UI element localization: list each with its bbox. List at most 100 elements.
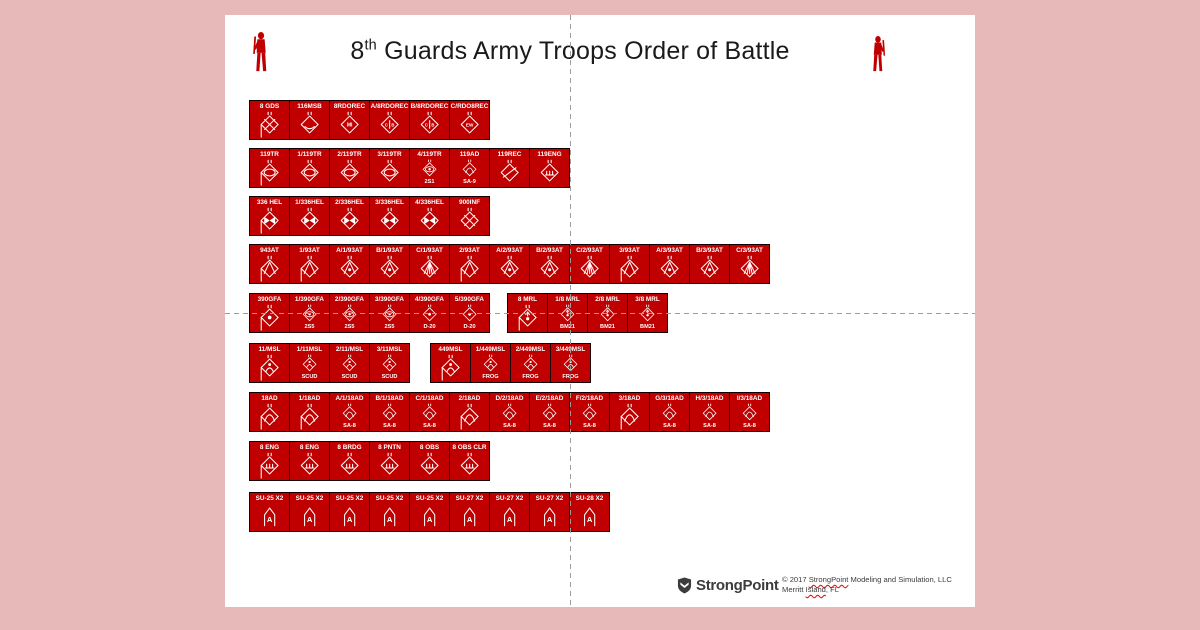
unit-counter: 116MSB — [289, 100, 330, 140]
unit-subtype-label: SA-8 — [383, 423, 396, 429]
unit-counter: 8 OBS CLR — [449, 441, 490, 481]
unit-symbol: MI — [330, 111, 369, 140]
unit-label: A/2/93AT — [496, 246, 523, 254]
unit-label: C/1/93AT — [416, 246, 443, 254]
unit-symbol: A — [370, 503, 409, 532]
copyright-text: © 2017 StrongPoint Modeling and Simulati… — [782, 575, 972, 595]
unit-subtype-label: 2S5 — [304, 324, 315, 330]
unit-label: C/3/93AT — [736, 246, 763, 254]
unit-symbol — [330, 403, 369, 424]
horizontal-guide-line — [225, 313, 975, 314]
unit-counter: 3/93AT — [609, 244, 650, 284]
helicopter-symbol-icon — [420, 207, 439, 230]
unit-label: 336 HEL — [256, 198, 283, 206]
unit-label: 3/93AT — [619, 246, 640, 254]
unit-label: 18AD — [261, 394, 278, 402]
unit-counter: 8 GDS — [249, 100, 290, 140]
unit-label: 1/390GFA — [294, 295, 325, 303]
svg-text:A: A — [307, 515, 313, 524]
unit-counter: A/1/18AD SA-8 — [329, 392, 370, 432]
unit-symbol — [570, 403, 609, 424]
rocket-artillery-symbol-icon — [600, 304, 615, 321]
unit-label: 8 MRL — [517, 295, 538, 303]
unit-label: 2/449MSL — [515, 345, 546, 353]
unit-counter: 3/18AD — [609, 392, 650, 432]
missile-symbol-icon — [483, 354, 498, 371]
unit-label: 8 BRDG — [337, 443, 362, 451]
unit-counter: 900INF — [449, 196, 490, 236]
unit-counter: 8 ENG — [249, 441, 290, 481]
unit-counter: 2/449MSL FROG — [510, 343, 551, 383]
rocket-artillery-symbol-icon — [560, 304, 575, 321]
unit-symbol — [730, 255, 769, 284]
unit-symbol — [250, 304, 289, 333]
unit-label: A/3/93AT — [656, 246, 683, 254]
unit-counter: 1/93AT — [289, 244, 330, 284]
unit-symbol — [490, 255, 529, 284]
counter-group: 8 ENG 8 ENG 8 BRDG 8 PNTN 8 OBS 8 OBS CLR — [249, 441, 490, 481]
air-defense-symbol-icon — [460, 403, 479, 430]
copyright-brand: StrongPoint — [808, 575, 849, 584]
unit-subtype-label: SA-8 — [703, 423, 716, 429]
unit-subtype-label: BM21 — [640, 324, 655, 330]
unit-symbol — [511, 354, 550, 375]
unit-counter: F/2/18AD SA-8 — [569, 392, 610, 432]
counter-group: 449MSL1/449MSLFROG2/449MSLFROG3/449MSLFR… — [430, 343, 591, 383]
unit-label: 2/390GFA — [334, 295, 365, 303]
unit-symbol — [530, 255, 569, 284]
unit-subtype-label: 2S5 — [384, 324, 395, 330]
self-propelled-anti-tank-symbol-icon — [500, 255, 519, 278]
unit-symbol — [250, 452, 289, 481]
unit-label: 8 GDS — [259, 102, 280, 110]
unit-counter: C/1/93AT — [409, 244, 450, 284]
unit-label: 3/119TR — [377, 150, 402, 158]
unit-symbol — [431, 354, 470, 383]
anti-tank-symbol-icon — [260, 255, 279, 282]
unit-symbol — [650, 403, 689, 424]
unit-label: SU-25 X2 — [415, 494, 444, 502]
unit-label: A/1/18AD — [335, 394, 364, 402]
unit-counter: 8 ENG — [289, 441, 330, 481]
unit-label: B/3/93AT — [696, 246, 723, 254]
towed-anti-tank-symbol-icon — [580, 255, 599, 278]
unit-label: 119ENG — [537, 150, 562, 158]
unit-label: G/3/18AD — [655, 394, 684, 402]
unit-counter: 1/18AD — [289, 392, 330, 432]
unit-subtype-label: D-20 — [463, 324, 476, 330]
unit-label: 119REC — [497, 150, 522, 158]
unit-symbol — [330, 159, 369, 188]
missile-symbol-icon — [342, 354, 357, 371]
svg-text:A: A — [387, 515, 393, 524]
aircraft-symbol-icon: A — [383, 507, 396, 527]
unit-symbol — [650, 255, 689, 284]
unit-symbol — [370, 255, 409, 284]
unit-label: 2/11/MSL — [335, 345, 364, 353]
unit-label: 1/18AD — [298, 394, 321, 402]
soldier-icon — [873, 36, 886, 72]
unit-counter: 336 HEL — [249, 196, 290, 236]
unit-subtype-label: BM21 — [560, 324, 575, 330]
unit-symbol: A — [410, 503, 449, 532]
unit-label: SU-28 X2 — [575, 494, 604, 502]
rocket-artillery-symbol-icon — [640, 304, 655, 321]
unit-counter: 2/336HEL — [329, 196, 370, 236]
unit-counter: 8 BRDG — [329, 441, 370, 481]
unit-label: 8 ENG — [259, 443, 280, 451]
unit-symbol — [250, 403, 289, 432]
shield-icon — [677, 577, 692, 594]
unit-counter: B/2/93AT — [529, 244, 570, 284]
unit-counter: 2/18AD — [449, 392, 490, 432]
helicopter-symbol-icon — [300, 207, 319, 230]
self-propelled-anti-tank-symbol-icon — [380, 255, 399, 278]
counter-group: 943AT 1/93AT A/1/93AT B/1/93AT C/1/93AT 2/93A… — [249, 244, 770, 284]
unit-subtype-label: FROG — [482, 374, 499, 380]
armor-symbol-icon — [260, 159, 279, 186]
unit-counter: C/3/93AT — [729, 244, 770, 284]
unit-symbol — [530, 159, 569, 188]
unit-counter: SU-25 X2 A — [289, 492, 330, 532]
unit-counter: 1/119TR — [289, 148, 330, 188]
unit-label: 119AD — [459, 150, 480, 158]
svg-text:A: A — [507, 515, 513, 524]
